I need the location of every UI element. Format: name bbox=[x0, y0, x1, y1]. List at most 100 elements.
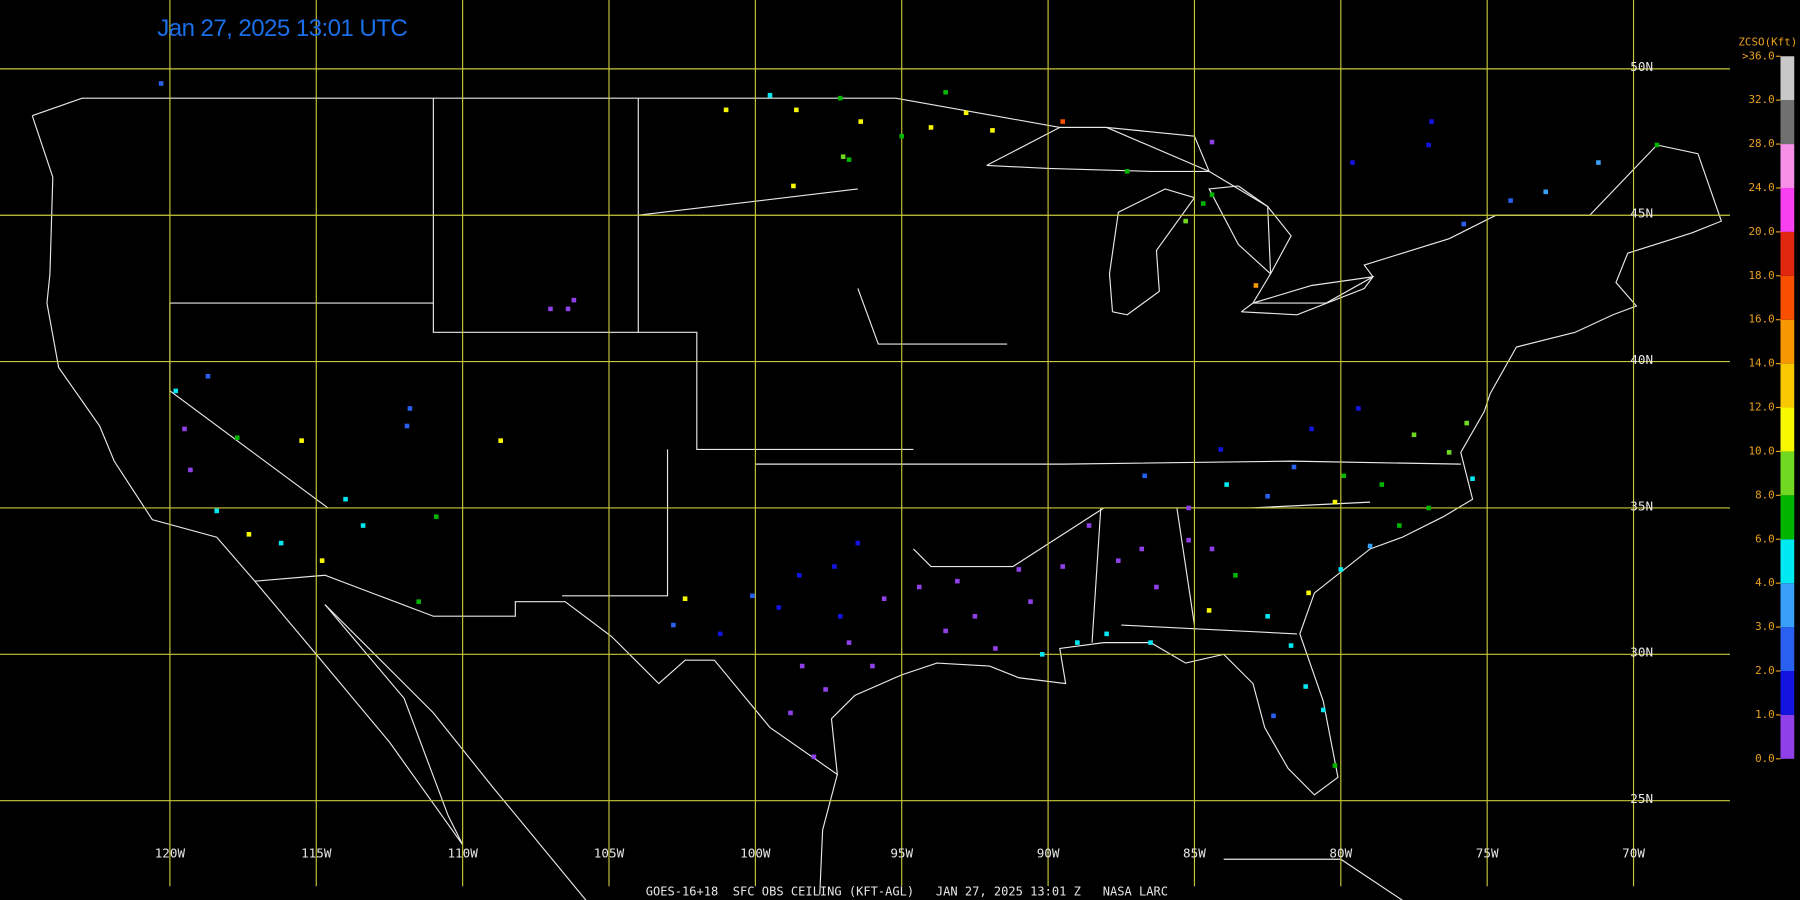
lat-label: 25N bbox=[1630, 791, 1653, 806]
station bbox=[1209, 192, 1215, 198]
station bbox=[188, 467, 193, 473]
station bbox=[767, 92, 773, 98]
legend-label: 0.0 bbox=[1755, 752, 1775, 765]
station bbox=[1271, 713, 1276, 719]
station bbox=[750, 593, 755, 599]
station bbox=[433, 514, 439, 520]
legend-label: 32.0 bbox=[1749, 93, 1775, 106]
station bbox=[723, 107, 729, 113]
station bbox=[1356, 406, 1361, 411]
border-line bbox=[819, 774, 838, 895]
graticule: 120W 115W 110W 105W 100W 95W 90W 85W 80W 75W 70W 50… bbox=[0, 0, 1730, 887]
station bbox=[565, 306, 571, 312]
legend-label: 4.0 bbox=[1755, 576, 1775, 589]
station bbox=[1016, 567, 1022, 572]
lon-label: 85W bbox=[1183, 846, 1206, 861]
station bbox=[955, 578, 960, 584]
lon-label: 115W bbox=[301, 846, 332, 861]
station bbox=[214, 508, 220, 514]
station bbox=[404, 423, 410, 429]
station bbox=[1186, 505, 1191, 511]
timestamp-title: Jan 27, 2025 13:01 UTC bbox=[157, 15, 407, 42]
lon-label: 75W bbox=[1476, 846, 1499, 861]
legend-swatch bbox=[1780, 407, 1795, 452]
lat-label: 45N bbox=[1630, 206, 1653, 221]
legend-swatch bbox=[1780, 495, 1795, 540]
station bbox=[1508, 198, 1513, 203]
state-line bbox=[638, 331, 914, 451]
station bbox=[837, 613, 843, 619]
station bbox=[1446, 450, 1452, 455]
station bbox=[990, 128, 995, 133]
legend-swatch bbox=[1780, 714, 1795, 759]
station bbox=[205, 373, 211, 379]
station bbox=[1265, 613, 1270, 619]
legend-label: >36.0 bbox=[1742, 49, 1775, 62]
station bbox=[1426, 142, 1431, 148]
state-line bbox=[1091, 507, 1102, 643]
station bbox=[1218, 447, 1224, 452]
station bbox=[319, 558, 325, 563]
legend-swatch bbox=[1780, 100, 1795, 145]
station bbox=[1028, 599, 1033, 604]
station bbox=[717, 631, 723, 637]
legend-label: 12.0 bbox=[1749, 401, 1775, 414]
state-line bbox=[562, 449, 669, 597]
border-line bbox=[986, 126, 1211, 172]
station bbox=[1596, 160, 1601, 165]
station bbox=[1320, 707, 1326, 713]
legend-label: 8.0 bbox=[1755, 488, 1775, 501]
legend-swatch bbox=[1780, 231, 1795, 276]
legend-swatch bbox=[1780, 187, 1795, 232]
station bbox=[343, 496, 348, 502]
legend-label: 16.0 bbox=[1749, 313, 1775, 326]
station bbox=[1341, 473, 1347, 479]
station bbox=[1139, 546, 1145, 552]
station bbox=[1183, 218, 1188, 224]
station bbox=[1426, 505, 1431, 511]
station bbox=[1654, 142, 1660, 148]
legend: 0.0 1.0 2.0 3.0 4.0 6.0 8.0 10.0 12.0 14.0 16.0 18.… bbox=[1742, 49, 1795, 765]
station bbox=[299, 438, 304, 443]
station bbox=[1148, 640, 1153, 645]
station bbox=[1124, 169, 1130, 174]
lat-label: 40N bbox=[1630, 352, 1653, 367]
station bbox=[943, 628, 948, 634]
stations bbox=[158, 81, 1660, 768]
station bbox=[1338, 567, 1344, 572]
station bbox=[943, 90, 948, 95]
station bbox=[1116, 558, 1121, 563]
lon-label: 80W bbox=[1329, 846, 1352, 861]
station bbox=[1233, 573, 1238, 578]
legend-label: 6.0 bbox=[1755, 532, 1775, 545]
station bbox=[1306, 590, 1311, 596]
station bbox=[1332, 763, 1338, 768]
lon-label: 70W bbox=[1622, 846, 1645, 861]
station bbox=[1253, 283, 1259, 288]
station bbox=[1060, 119, 1066, 124]
station bbox=[1429, 119, 1434, 124]
legend-label: 18.0 bbox=[1749, 269, 1775, 282]
legend-swatch bbox=[1780, 56, 1795, 101]
state-line bbox=[857, 288, 1008, 345]
station bbox=[1039, 652, 1045, 657]
lon-label: 100W bbox=[740, 846, 771, 861]
station bbox=[799, 663, 805, 669]
station bbox=[846, 157, 852, 162]
station bbox=[1379, 482, 1385, 487]
station bbox=[823, 687, 828, 692]
station bbox=[788, 710, 793, 716]
legend-swatch bbox=[1780, 670, 1795, 715]
station bbox=[972, 613, 978, 619]
station bbox=[407, 406, 413, 411]
station bbox=[1224, 482, 1229, 487]
lon-label: 95W bbox=[890, 846, 913, 861]
station bbox=[1104, 631, 1109, 637]
station bbox=[858, 119, 864, 124]
station bbox=[1367, 543, 1373, 549]
state-line bbox=[1121, 624, 1297, 635]
station bbox=[1154, 584, 1159, 590]
station bbox=[1350, 160, 1355, 165]
lon-label: 90W bbox=[1037, 846, 1060, 861]
border-line bbox=[1223, 858, 1403, 900]
